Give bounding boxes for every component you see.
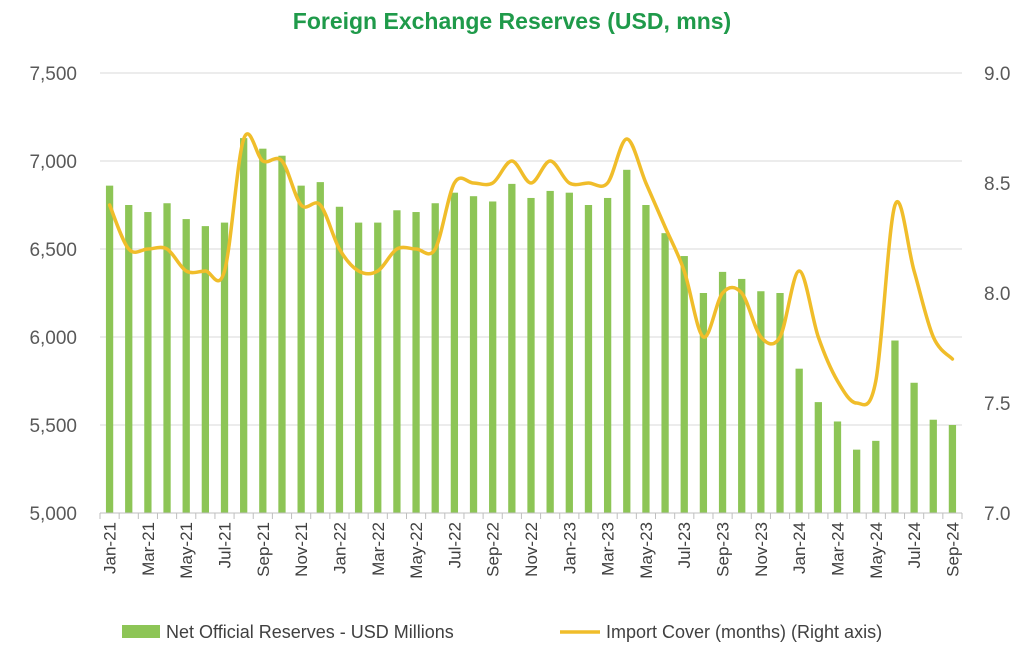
bar — [680, 256, 688, 513]
y-right-tick-label: 8.5 — [984, 174, 1010, 195]
bar — [929, 419, 937, 513]
y-left-tick-label: 5,000 — [29, 504, 77, 525]
bar — [220, 222, 229, 513]
bar — [412, 212, 420, 514]
bar — [833, 421, 842, 513]
bar — [182, 219, 190, 513]
bar — [948, 425, 957, 513]
y-left-tick-label: 7,000 — [29, 152, 77, 173]
x-tick-label: Jul-22 — [445, 522, 464, 568]
x-tick-label: Nov-21 — [292, 522, 311, 577]
bar — [757, 291, 765, 513]
y-right-tick-label: 7.5 — [984, 394, 1010, 415]
import-cover-line — [107, 132, 955, 407]
bar — [125, 205, 133, 513]
bar — [738, 278, 746, 513]
bar — [259, 148, 267, 513]
bar — [642, 205, 650, 513]
x-tick-label: Nov-22 — [522, 522, 541, 577]
bar — [853, 449, 861, 513]
x-tick-label: Jul-24 — [905, 522, 924, 568]
bar — [297, 185, 305, 513]
bar — [240, 138, 248, 513]
bar — [910, 382, 918, 513]
x-tick-label: May-24 — [867, 522, 886, 579]
bar — [795, 368, 803, 513]
bar — [335, 206, 344, 513]
bar — [584, 205, 593, 513]
bar — [872, 440, 880, 513]
x-tick-label: Jan-24 — [790, 522, 809, 574]
chart-title: Foreign Exchange Reserves (USD, mns) — [292, 8, 732, 34]
bar — [776, 293, 784, 513]
x-tick-label: Mar-24 — [828, 522, 847, 576]
bar — [546, 190, 554, 514]
y-right-tick-label: 8.0 — [984, 284, 1010, 305]
x-tick-label: May-21 — [177, 522, 196, 579]
bar — [450, 192, 459, 513]
bar — [393, 210, 401, 513]
x-tick-label: Nov-23 — [752, 522, 771, 577]
legend-label-bars: Net Official Reserves - USD Millions — [166, 622, 454, 642]
x-tick-label: May-22 — [407, 522, 426, 579]
y-right-tick-label: 7.0 — [984, 504, 1010, 525]
x-tick-label: Mar-23 — [599, 522, 618, 576]
y-left-tick-label: 6,500 — [29, 240, 77, 261]
x-tick-label: Mar-22 — [369, 522, 388, 576]
bar — [431, 203, 439, 514]
x-tick-label: Jul-23 — [675, 522, 694, 568]
bar — [105, 185, 114, 513]
x-tick-label: Mar-21 — [139, 522, 158, 576]
bar — [718, 271, 727, 513]
x-tick-label: Jul-21 — [216, 522, 235, 568]
bar — [469, 196, 478, 513]
x-tick-label: Sep-21 — [254, 522, 273, 577]
y-left-tick-label: 7,500 — [29, 64, 77, 85]
x-tick-label: Sep-24 — [943, 522, 962, 577]
x-tick-label: May-23 — [637, 522, 656, 579]
x-tick-label: Jan-21 — [101, 522, 120, 574]
legend-label-line: Import Cover (months) (Right axis) — [606, 622, 882, 642]
legend-swatch-bars — [122, 625, 160, 638]
bar — [354, 222, 363, 513]
x-tick-label: Sep-23 — [714, 522, 733, 577]
y-right-tick-label: 9.0 — [984, 64, 1010, 85]
bar — [661, 233, 669, 513]
bar — [891, 340, 899, 513]
bar — [278, 155, 286, 513]
bar — [163, 203, 171, 514]
bar — [201, 226, 209, 513]
bar — [144, 212, 152, 514]
bar — [603, 197, 612, 513]
x-tick-label: Jan-22 — [330, 522, 349, 574]
bar — [699, 293, 708, 513]
bar — [374, 222, 382, 513]
bar — [316, 182, 324, 513]
bar — [508, 183, 516, 513]
y-left-tick-label: 6,000 — [29, 328, 77, 349]
bar — [527, 197, 535, 513]
x-tick-label: Sep-22 — [484, 522, 503, 577]
bar — [565, 192, 573, 513]
x-tick-label: Jan-23 — [560, 522, 579, 574]
bar — [814, 402, 822, 513]
bar — [489, 201, 497, 514]
bar — [623, 169, 631, 514]
y-left-tick-label: 5,500 — [29, 416, 77, 437]
